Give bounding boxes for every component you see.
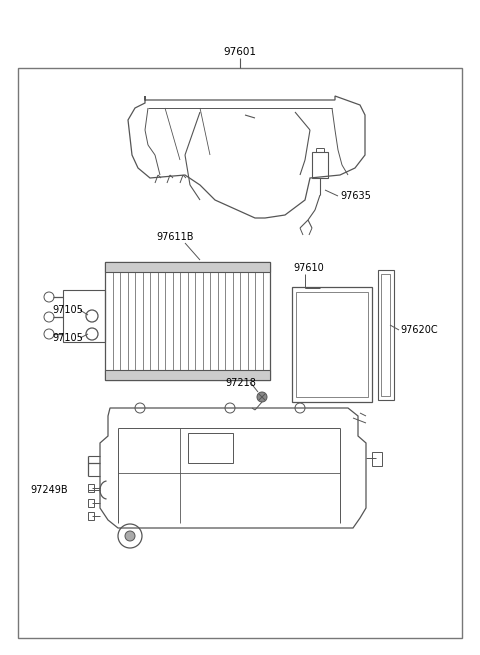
- Text: 97249B: 97249B: [30, 485, 68, 495]
- Text: 97611B: 97611B: [156, 232, 194, 242]
- Bar: [105, 370, 270, 380]
- Bar: [378, 270, 394, 400]
- Bar: [372, 452, 382, 466]
- Text: 97610: 97610: [293, 263, 324, 273]
- Text: 97105: 97105: [52, 333, 83, 343]
- Bar: [88, 484, 94, 492]
- Bar: [88, 499, 94, 507]
- Text: 97218: 97218: [225, 378, 256, 388]
- Bar: [312, 152, 328, 178]
- Bar: [18, 68, 462, 638]
- Text: 97601: 97601: [224, 47, 256, 57]
- Circle shape: [257, 392, 267, 402]
- Bar: [105, 262, 270, 380]
- Circle shape: [125, 531, 135, 541]
- Bar: [63, 290, 105, 342]
- Bar: [296, 292, 368, 397]
- Text: 97620C: 97620C: [400, 325, 438, 335]
- Bar: [381, 274, 390, 396]
- Bar: [88, 512, 94, 520]
- Bar: [105, 262, 270, 272]
- Bar: [292, 287, 372, 402]
- Text: 97635: 97635: [340, 191, 371, 201]
- Text: 97105: 97105: [52, 305, 83, 315]
- Bar: [188, 433, 233, 463]
